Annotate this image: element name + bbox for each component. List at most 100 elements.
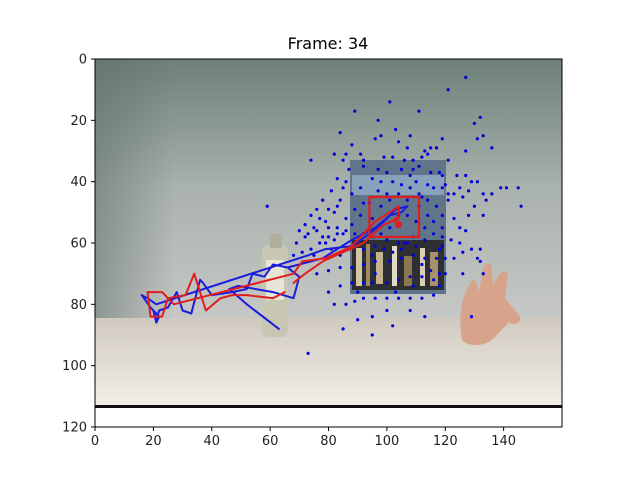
particle-point <box>338 131 342 135</box>
particle-point <box>361 201 366 205</box>
particle-point <box>504 186 509 190</box>
particle-point <box>379 180 383 184</box>
particle-point <box>356 290 360 294</box>
particle-point <box>382 247 386 251</box>
particle-point <box>414 219 418 224</box>
particle-point <box>359 213 363 217</box>
particle-point <box>397 278 401 282</box>
particle-point <box>332 302 336 306</box>
particle-point <box>265 204 269 208</box>
particle-point <box>437 284 441 288</box>
particle-point <box>449 238 453 242</box>
particle-point <box>344 216 348 221</box>
particle-point <box>373 137 377 141</box>
particle-point <box>469 315 474 319</box>
particle-point <box>478 247 482 251</box>
particle-point <box>411 284 415 288</box>
particle-point <box>443 256 447 260</box>
particle-point <box>411 167 415 171</box>
particle-point <box>475 137 479 141</box>
particle-point <box>452 192 456 196</box>
particle-point <box>408 186 412 190</box>
particle-point <box>326 235 331 239</box>
particle-point <box>402 241 406 245</box>
particle-point <box>455 173 459 178</box>
particle-point <box>405 213 409 217</box>
particle-point <box>385 308 389 313</box>
particle-point <box>385 238 389 242</box>
particle-point <box>324 219 328 224</box>
particle-point <box>376 167 380 171</box>
particle-point <box>309 247 313 251</box>
particle-point <box>399 256 404 260</box>
particle-point <box>350 281 354 285</box>
particle-point <box>414 180 418 184</box>
particle-point <box>516 186 520 190</box>
particle-point <box>294 241 298 245</box>
particle-point <box>350 223 354 227</box>
particle-point <box>405 146 409 150</box>
particle-point <box>341 158 345 162</box>
particle-point <box>347 167 351 171</box>
particle-point <box>467 213 471 217</box>
x-tick-label: 140 <box>491 434 516 449</box>
particle-point <box>426 213 430 217</box>
particle-point <box>434 146 439 150</box>
estimate-track-line <box>146 205 400 318</box>
particle-point <box>361 158 366 162</box>
particle-point <box>318 241 322 245</box>
particle-point <box>326 269 331 273</box>
particle-point <box>405 241 409 245</box>
particle-point <box>332 210 336 214</box>
tracks <box>140 195 421 330</box>
particle-point <box>405 198 409 202</box>
particle-point <box>379 134 383 138</box>
particle-point <box>411 158 415 162</box>
camera-frame-image <box>95 59 562 408</box>
particle-point <box>353 207 357 211</box>
particle-point <box>373 272 377 276</box>
particle-point <box>341 327 345 331</box>
particle-point <box>373 259 377 263</box>
particle-point <box>306 351 310 355</box>
particle-point <box>338 265 342 270</box>
particle-point <box>446 192 450 196</box>
particle-point <box>434 204 439 208</box>
particle-point <box>467 189 471 193</box>
particle-point <box>423 315 427 319</box>
particle-point <box>464 149 468 153</box>
particle-point <box>440 213 444 217</box>
particle-point <box>359 152 363 156</box>
particle-point <box>359 186 363 190</box>
particle-point <box>344 302 348 306</box>
estimate-position-point <box>395 221 403 229</box>
particle-point <box>434 256 439 260</box>
particle-point <box>370 216 374 221</box>
particle-point <box>519 204 523 208</box>
particle-point <box>481 192 485 196</box>
particle-point <box>326 207 331 211</box>
particle-point <box>356 318 360 322</box>
chart-title: Frame: 34 <box>288 34 369 53</box>
x-tick-label: 0 <box>91 434 99 449</box>
particle-point <box>429 170 433 175</box>
particle-point <box>291 253 296 257</box>
particle-point <box>353 299 357 303</box>
particle-point <box>376 189 380 193</box>
particle-point <box>432 232 436 236</box>
particle-point <box>446 158 450 162</box>
particle-point <box>321 198 325 202</box>
particle-point <box>423 256 427 260</box>
particle-point <box>458 241 462 245</box>
particle-point <box>394 127 398 132</box>
particle-point <box>499 186 503 190</box>
particle-point <box>443 183 447 187</box>
particle-point <box>399 167 404 171</box>
particle-point <box>397 192 401 196</box>
particle-point <box>446 88 450 92</box>
particle-point <box>461 250 465 254</box>
particle-point <box>391 324 395 328</box>
particle-point <box>315 207 319 211</box>
particle-point <box>446 198 450 202</box>
particle-point <box>437 170 441 175</box>
